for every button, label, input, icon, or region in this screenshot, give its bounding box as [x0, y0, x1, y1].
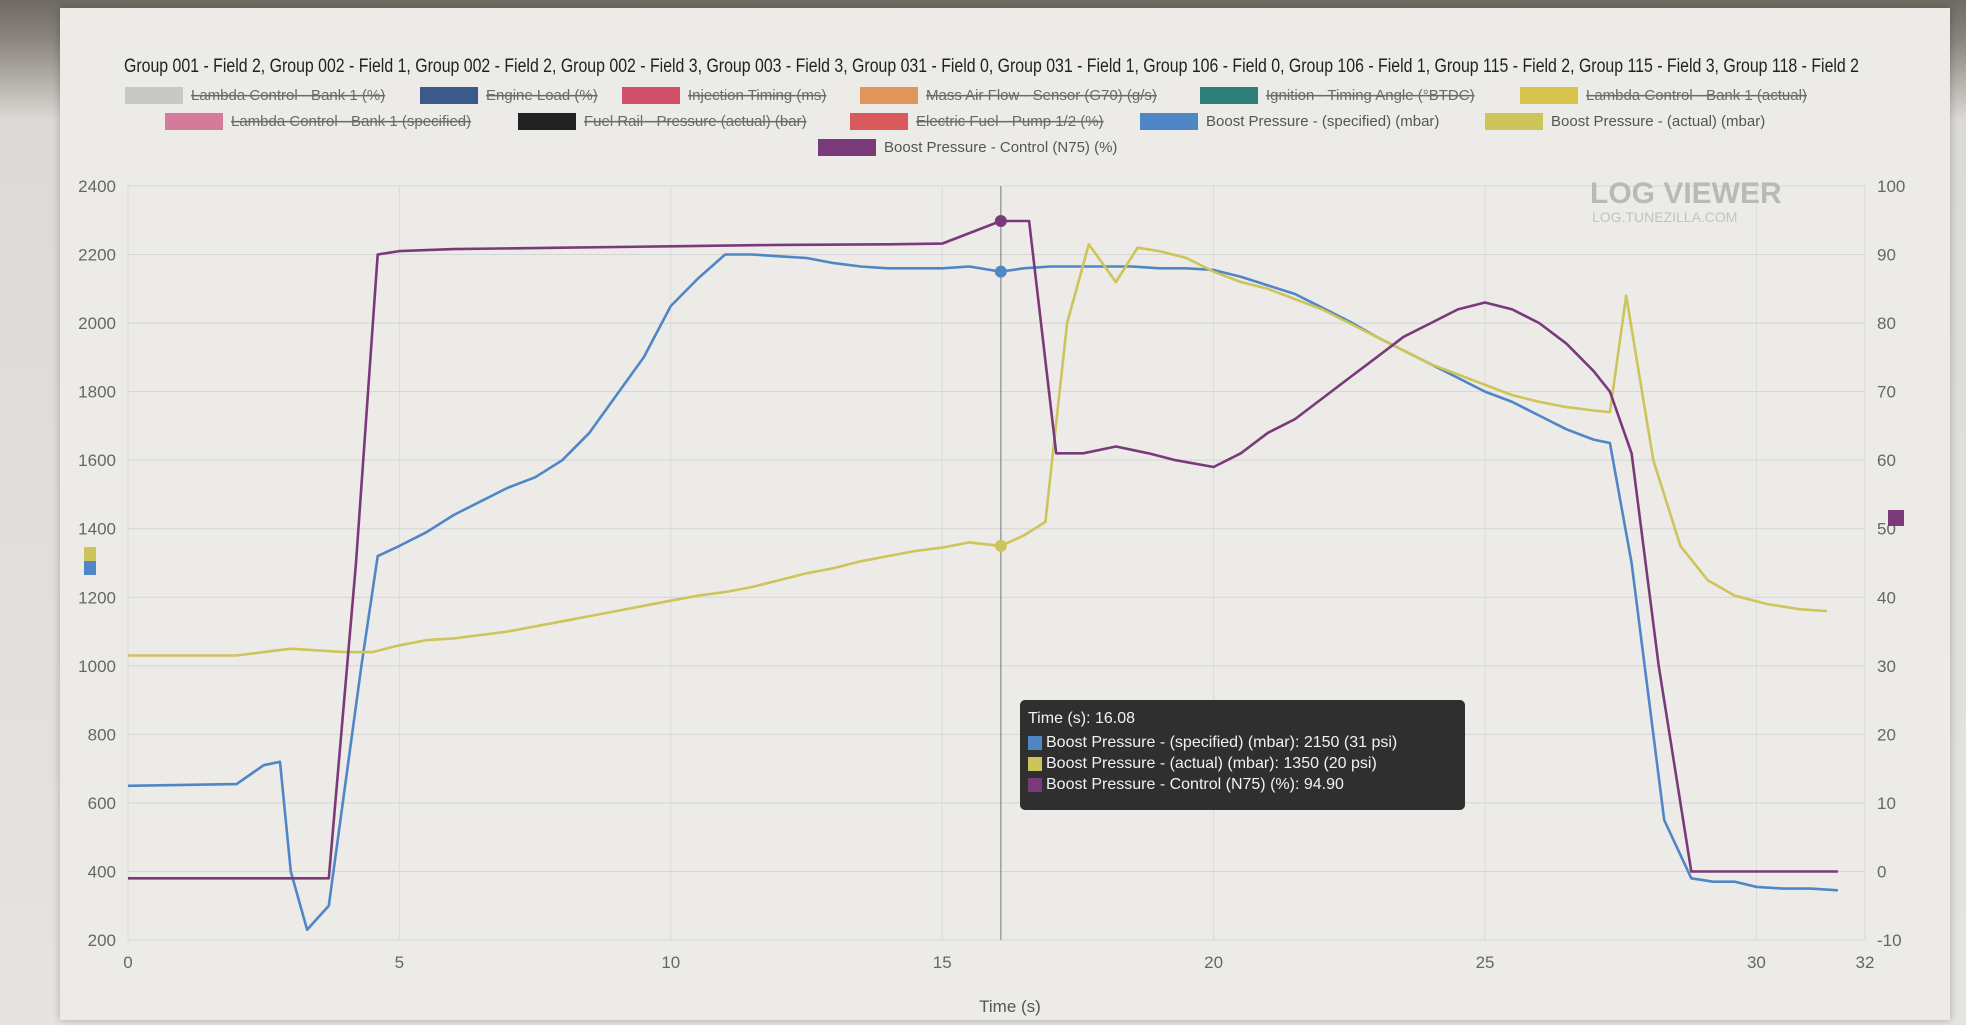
tooltip-text-control: Boost Pressure - Control (N75) (%): 94.9…	[1046, 775, 1344, 793]
legend-label-6[interactable]: Lambda Control - Bank 1 (specified)	[231, 113, 471, 130]
series-line-0	[127, 253, 1838, 931]
left-tick-label: 800	[88, 725, 116, 744]
tooltip-text-actual: Boost Pressure - (actual) (mbar): 1350 (…	[1046, 754, 1377, 772]
legend: Lambda Control - Bank 1 (%) Engine Load (…	[125, 87, 1807, 156]
tooltip-row-control: Boost Pressure - Control (N75) (%): 94.9…	[1028, 774, 1457, 795]
left-tick-label: 2200	[78, 246, 116, 265]
legend-label-4[interactable]: Ignition - Timing Angle (°BTDC)	[1266, 87, 1475, 104]
left-tick-label: 1400	[78, 520, 116, 539]
legend-swatch-9[interactable]	[1140, 113, 1198, 130]
tooltip-swatch-actual	[1028, 756, 1042, 771]
left-tick-label: 2400	[78, 177, 116, 196]
legend-label-1[interactable]: Engine Load (%)	[486, 87, 598, 104]
legend-swatch-11[interactable]	[818, 139, 876, 156]
legend-swatch-3[interactable]	[860, 87, 918, 104]
left-tick-label: 1200	[78, 588, 116, 607]
x-tick-label: 30	[1747, 953, 1766, 972]
legend-label-8[interactable]: Electric Fuel - Pump 1/2 (%)	[916, 113, 1104, 130]
legend-swatch-7[interactable]	[518, 113, 576, 130]
legend-swatch-10[interactable]	[1485, 113, 1543, 130]
legend-label-11[interactable]: Boost Pressure - Control (N75) (%)	[884, 139, 1117, 156]
series-line-1	[128, 243, 1828, 657]
legend-swatch-0[interactable]	[125, 87, 183, 104]
tooltip-row-specified: Boost Pressure - (specified) (mbar): 215…	[1028, 732, 1457, 753]
right-axis-control-marker	[1888, 510, 1904, 526]
legend-swatch-5[interactable]	[1520, 87, 1578, 104]
x-tick-label: 20	[1204, 953, 1223, 972]
watermark-main: LOG VIEWER	[1590, 177, 1782, 210]
x-tick-label: 25	[1476, 953, 1495, 972]
right-tick-label: 0	[1877, 862, 1886, 881]
left-tick-label: 600	[88, 794, 116, 813]
left-axis-actual-marker	[84, 547, 96, 561]
left-axis-ticks: 200 400 600 800 1000 1200 1400 1600 1800 2000 2200…	[78, 177, 116, 950]
x-tick-label: 5	[395, 953, 404, 972]
watermark: LOG VIEWER LOG.TUNEZILLA.COM	[1590, 177, 1782, 225]
right-tick-label: 100	[1877, 177, 1905, 196]
right-tick-label: 70	[1877, 383, 1896, 402]
left-tick-label: 400	[88, 862, 116, 881]
tooltip-swatch-control	[1028, 777, 1042, 792]
right-tick-label: 10	[1877, 794, 1896, 813]
chart-title: Group 001 - Field 2, Group 002 - Field 1…	[124, 56, 1859, 77]
legend-label-5[interactable]: Lambda Control - Bank 1 (actual)	[1586, 87, 1807, 104]
left-tick-label: 1000	[78, 657, 116, 676]
legend-label-9[interactable]: Boost Pressure - (specified) (mbar)	[1206, 113, 1439, 130]
right-tick-label: 40	[1877, 588, 1896, 607]
cursor-point-0	[994, 265, 1007, 278]
tooltip-swatch-specified	[1028, 735, 1042, 750]
legend-swatch-4[interactable]	[1200, 87, 1258, 104]
tooltip-time: Time (s): 16.08	[1028, 710, 1135, 727]
cursor-layer	[994, 186, 1007, 940]
series-layer	[127, 219, 1838, 931]
legend-swatch-8[interactable]	[850, 113, 908, 130]
legend-label-2[interactable]: Injection Timing (ms)	[688, 87, 826, 104]
right-tick-label: 60	[1877, 451, 1896, 470]
cursor-point-1	[994, 539, 1007, 552]
series-line-2	[128, 219, 1838, 880]
legend-label-0[interactable]: Lambda Control - Bank 1 (%)	[191, 87, 385, 104]
x-tick-label: 15	[933, 953, 952, 972]
legend-label-10[interactable]: Boost Pressure - (actual) (mbar)	[1551, 113, 1765, 130]
right-tick-label: 30	[1877, 657, 1896, 676]
cursor-point-2	[994, 214, 1007, 227]
legend-swatch-2[interactable]	[622, 87, 680, 104]
right-tick-label: -10	[1877, 931, 1902, 950]
watermark-sub: LOG.TUNEZILLA.COM	[1592, 209, 1737, 225]
legend-label-3[interactable]: Mass Air Flow - Sensor (G70) (g/s)	[926, 87, 1157, 104]
left-tick-label: 200	[88, 931, 116, 950]
left-tick-label: 1800	[78, 383, 116, 402]
paper-background	[60, 8, 1950, 1020]
right-tick-label: 80	[1877, 314, 1896, 333]
grid	[127, 185, 1866, 941]
tooltip-text-specified: Boost Pressure - (specified) (mbar): 215…	[1046, 733, 1398, 751]
left-tick-label: 1600	[78, 451, 116, 470]
x-tick-label: 32	[1856, 953, 1875, 972]
left-axis-specified-marker	[84, 561, 96, 575]
x-axis-ticks: 0 5 10 15 20 25 30 32	[123, 953, 1874, 972]
right-tick-label: 90	[1877, 246, 1896, 265]
right-tick-label: 20	[1877, 725, 1896, 744]
x-axis-title: Time (s)	[979, 997, 1041, 1016]
left-tick-label: 2000	[78, 314, 116, 333]
hover-tooltip: Time (s): 16.08 Boost Pressure - (specif…	[1020, 700, 1465, 810]
x-tick-label: 0	[123, 953, 132, 972]
legend-label-7[interactable]: Fuel Rail - Pressure (actual) (bar)	[584, 113, 807, 130]
legend-swatch-1[interactable]	[420, 87, 478, 104]
tooltip-row-actual: Boost Pressure - (actual) (mbar): 1350 (…	[1028, 753, 1457, 774]
x-tick-label: 10	[661, 953, 680, 972]
legend-swatch-6[interactable]	[165, 113, 223, 130]
plot-frame	[127, 185, 1866, 941]
